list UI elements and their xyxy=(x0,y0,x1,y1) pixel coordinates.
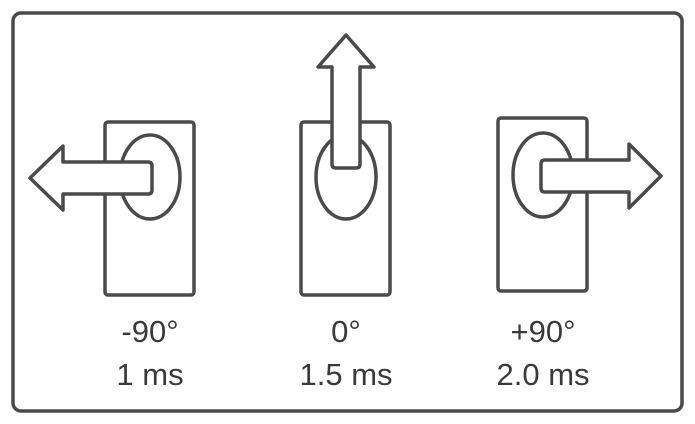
left-arrow-icon xyxy=(28,144,154,212)
servo-minus-90 xyxy=(28,120,196,297)
right-arrow-icon xyxy=(539,142,663,210)
pulse-label-2-0ms: 2.0 ms xyxy=(496,357,590,392)
angle-label-0: 0° xyxy=(331,314,361,349)
angle-label-plus-90: +90° xyxy=(510,314,576,349)
diagram-frame xyxy=(11,11,684,413)
servo-plus-90 xyxy=(496,116,663,293)
pulse-label-1-5ms: 1.5 ms xyxy=(299,357,393,392)
servo-0 xyxy=(299,33,392,297)
angle-label-minus-90: -90° xyxy=(121,314,179,349)
pulse-label-1ms: 1 ms xyxy=(116,357,184,392)
up-arrow-icon xyxy=(316,33,376,170)
